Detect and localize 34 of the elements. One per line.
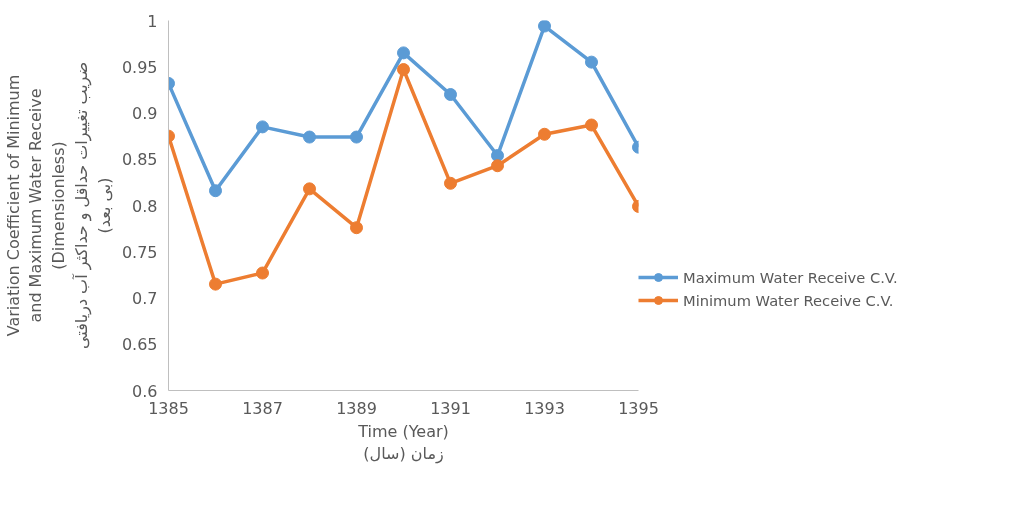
x-tick-label: 1393 <box>524 398 565 418</box>
y-tick-label: 0.6 <box>132 381 158 401</box>
point <box>303 130 316 144</box>
point <box>585 55 598 69</box>
y-tick-label: 0.95 <box>121 57 158 77</box>
point <box>256 266 269 280</box>
point <box>209 184 222 198</box>
x-tick-label: 1385 <box>148 398 189 418</box>
x-tick-label: 1389 <box>336 398 377 418</box>
point <box>491 159 504 173</box>
y-tick-label: 0.85 <box>121 150 158 170</box>
legend-label: Minimum Water Receive C.V. <box>683 291 894 309</box>
y-tick-label: 0.8 <box>132 196 158 216</box>
y-tick-label: 0.75 <box>121 242 158 262</box>
point <box>538 127 551 141</box>
point <box>303 182 316 196</box>
legend-label: Maximum Water Receive C.V. <box>683 268 898 286</box>
point <box>397 63 410 77</box>
y-tick-label: 1 <box>147 11 158 31</box>
y-tick-label: 0.65 <box>121 335 158 355</box>
x-tick-label: 1391 <box>430 398 471 418</box>
point <box>350 130 363 144</box>
point <box>444 176 457 190</box>
x-tick-label: 1395 <box>618 398 659 418</box>
x-tick-label: 1387 <box>242 398 283 418</box>
point <box>209 277 222 291</box>
y-tick-label: 0.7 <box>132 289 158 308</box>
y-tick-label: 0.9 <box>132 104 158 123</box>
point <box>585 118 598 132</box>
point <box>256 120 269 134</box>
point <box>444 88 457 101</box>
point <box>538 20 551 33</box>
point <box>397 46 410 60</box>
point <box>350 221 363 235</box>
